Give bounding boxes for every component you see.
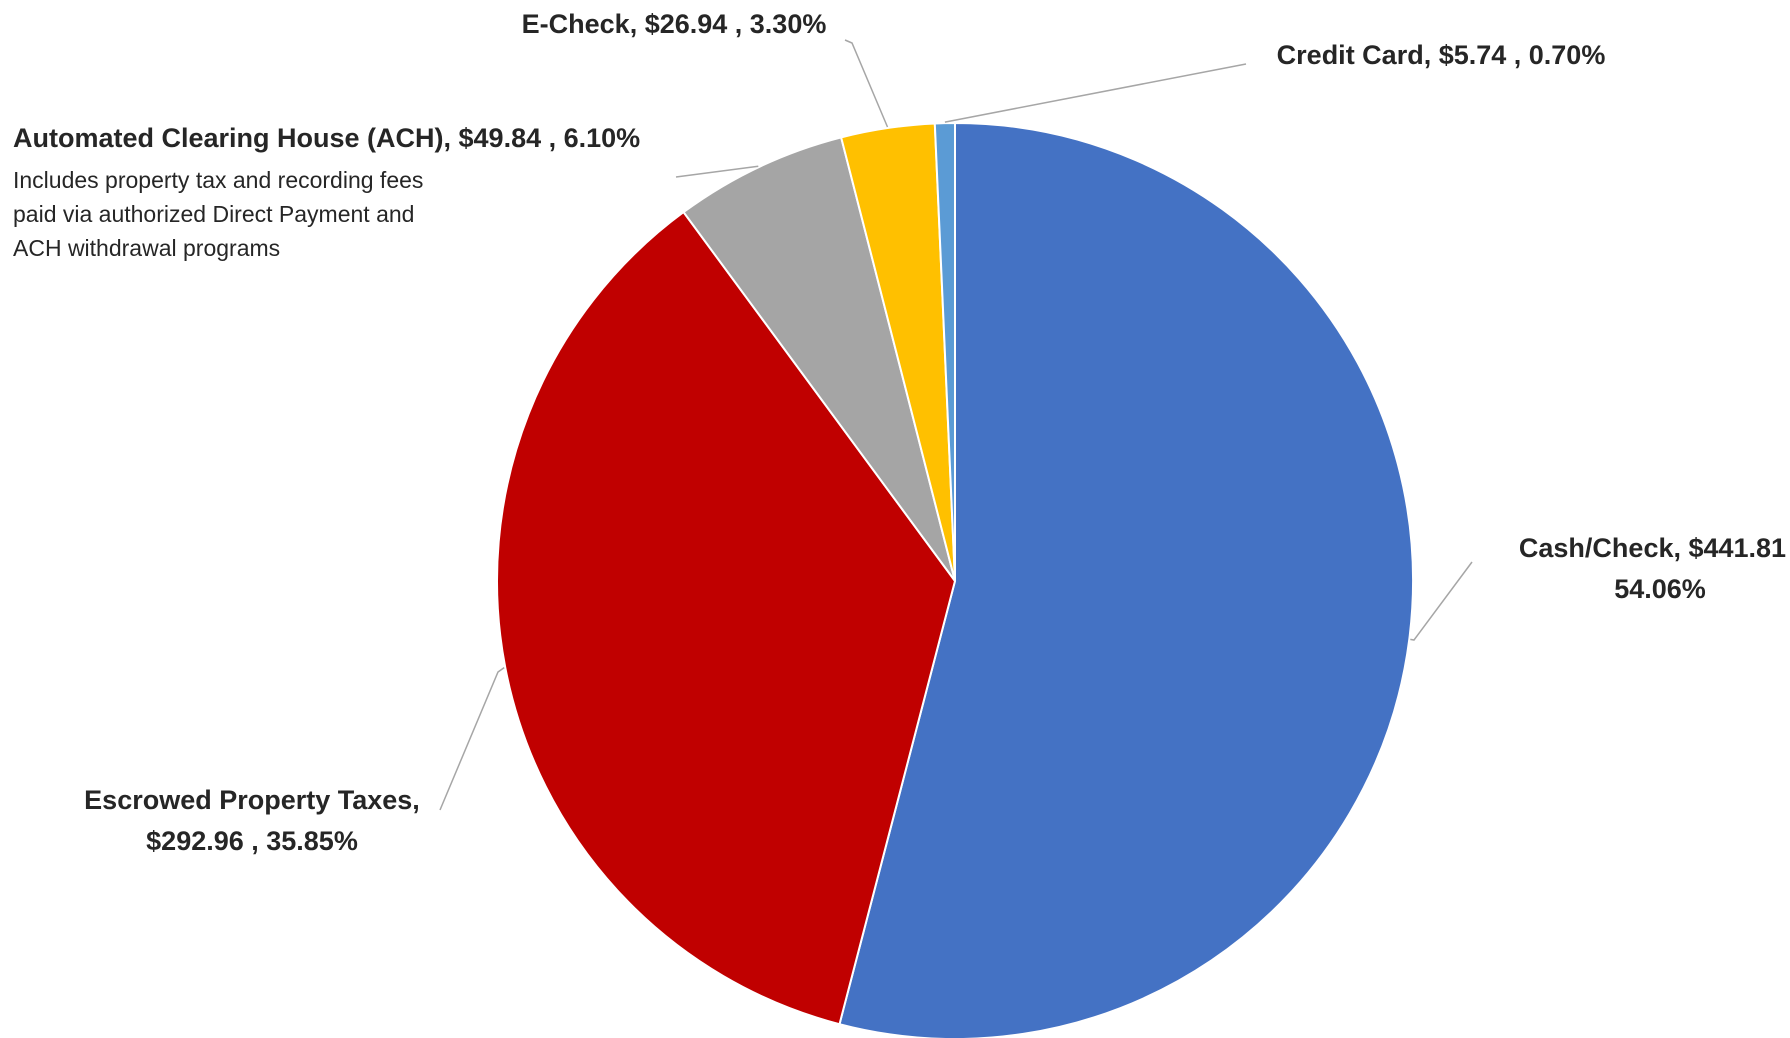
leader-line-escrowed [439,666,505,811]
data-label-cash-check-line2: 54.06% [1614,574,1706,604]
data-label-escrowed: Escrowed Property Taxes, [84,785,420,815]
leader-line-e-check [844,39,889,128]
pie-slice-cash-check [838,121,1414,1038]
data-label-ach: Automated Clearing House (ACH), $49.84 ,… [13,123,640,153]
leader-line-credit-card [944,63,1247,123]
ach-note-line3: ACH withdrawal programs [13,235,280,261]
data-label-e-check: E-Check, $26.94 , 3.30% [522,9,827,39]
ach-note-line2: paid via authorized Direct Payment and [13,201,414,227]
pie-slice-automated-clearing-house-ach [682,136,956,582]
data-label-cash-check: Cash/Check, $441.81 , [1519,533,1790,563]
pie-slice-escrowed-property-taxes [496,210,957,1026]
leader-line-cash-check [1410,561,1473,641]
leader-lines [439,39,1473,811]
slices-layer [496,121,1414,1038]
data-label-credit-card: Credit Card, $5.74 , 0.70% [1277,40,1606,70]
data-labels: Cash/Check, $441.81 , 54.06% Escrowed Pr… [13,9,1790,856]
ach-note-line1: Includes property tax and recording fees [13,167,423,193]
pie-slice-credit-card [933,121,956,582]
data-label-escrowed-line2: $292.96 , 35.85% [146,826,358,856]
leader-line-ach [675,165,759,178]
